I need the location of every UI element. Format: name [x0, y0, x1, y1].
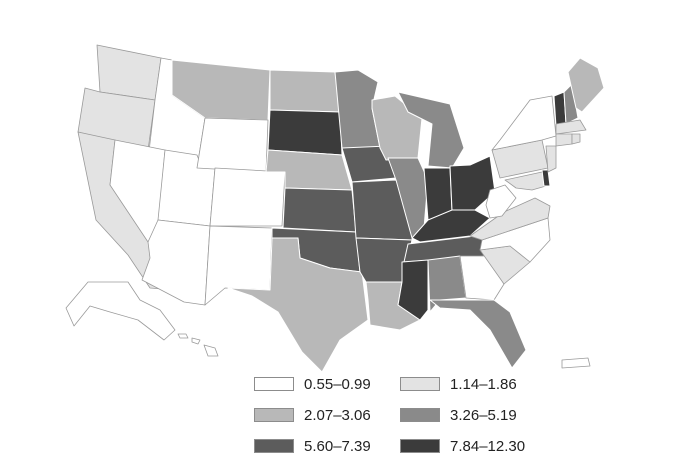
state-maine	[567, 57, 605, 113]
state-alabama	[427, 255, 467, 313]
state-alaska	[65, 281, 176, 341]
state-texas	[227, 237, 369, 373]
state-rhode-island	[571, 133, 581, 145]
state-new-york	[491, 95, 557, 151]
map-legend: 0.55–0.99 1.14–1.86 2.07–3.06 3.26–5.19 …	[254, 373, 584, 469]
state-new-hampshire	[563, 83, 579, 125]
state-michigan	[397, 91, 465, 169]
legend-label: 1.14–1.86	[450, 375, 517, 393]
state-new-jersey	[545, 145, 557, 173]
state-wyoming	[196, 117, 269, 173]
state-massachusetts	[555, 119, 587, 135]
legend-swatch	[254, 439, 294, 453]
legend-label: 2.07–3.06	[304, 406, 371, 424]
state-maryland	[504, 171, 547, 191]
legend-swatch	[400, 439, 440, 453]
state-connecticut	[555, 133, 573, 147]
state-south-dakota	[267, 109, 343, 156]
legend-item: 3.26–5.19	[400, 404, 517, 426]
legend-label: 0.55–0.99	[304, 375, 371, 393]
legend-item: 0.55–0.99	[254, 373, 371, 395]
legend-item: 7.84–12.30	[400, 435, 525, 457]
state-west-virginia	[485, 184, 517, 219]
legend-item: 1.14–1.86	[400, 373, 517, 395]
legend-item: 2.07–3.06	[254, 404, 371, 426]
legend-swatch	[400, 408, 440, 422]
state-oregon	[77, 87, 156, 151]
state-kansas	[282, 187, 357, 233]
state-washington	[96, 44, 162, 101]
legend-swatch	[254, 377, 294, 391]
legend-swatch	[254, 408, 294, 422]
territory-puerto-rico	[561, 357, 591, 369]
state-hawaii	[177, 333, 219, 357]
state-north-dakota	[269, 69, 341, 113]
state-delaware	[541, 169, 551, 187]
legend-item: 5.60–7.39	[254, 435, 371, 457]
legend-label: 5.60–7.39	[304, 437, 371, 455]
legend-swatch	[400, 377, 440, 391]
legend-label: 7.84–12.30	[450, 437, 526, 455]
state-kentucky	[411, 209, 491, 243]
state-arizona	[141, 219, 211, 306]
state-colorado	[209, 167, 286, 227]
legend-label: 3.26–5.19	[450, 406, 517, 424]
state-florida	[429, 299, 527, 369]
